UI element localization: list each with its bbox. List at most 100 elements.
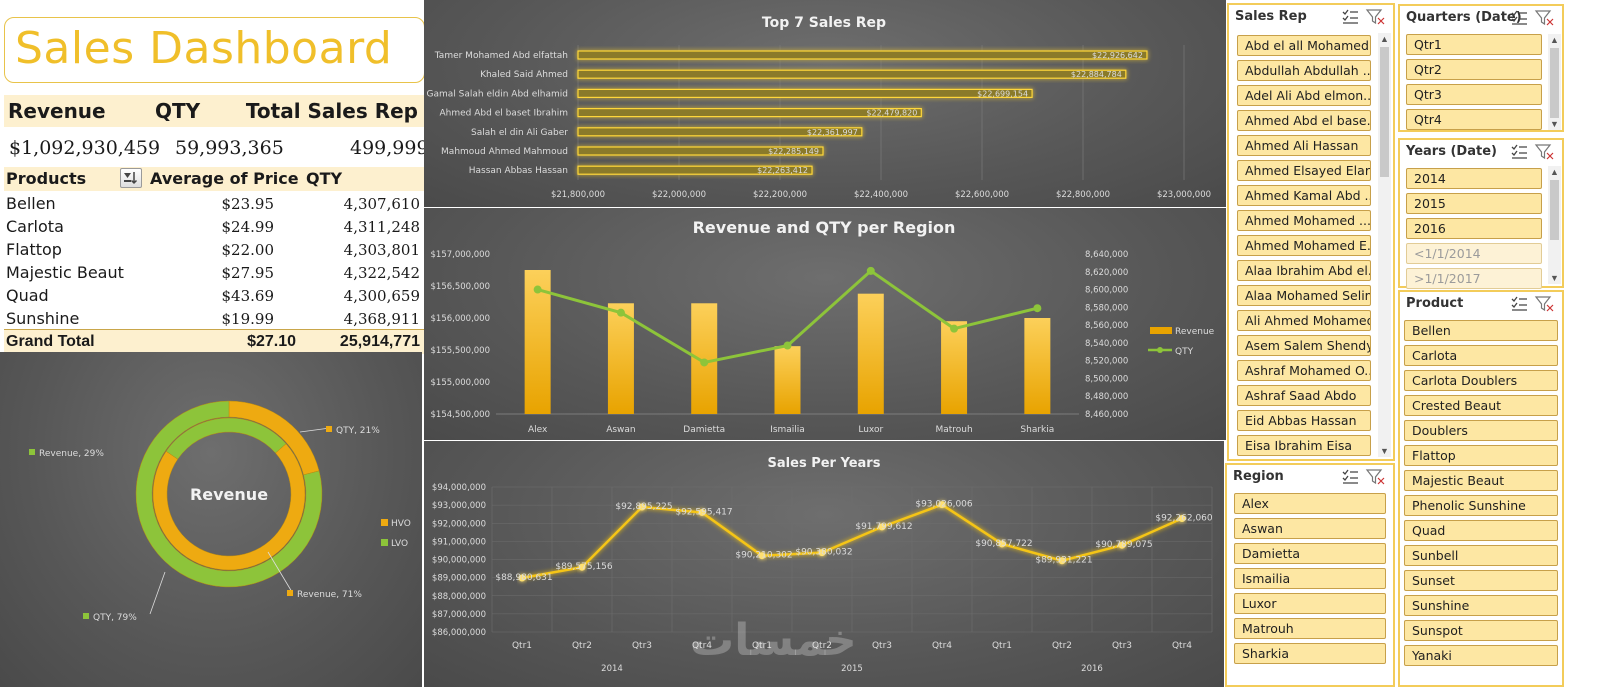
slicer-item[interactable]: 2015: [1406, 193, 1542, 214]
scroll-down-icon[interactable]: ▼: [1550, 119, 1559, 129]
x-category-label: Ismailia: [770, 425, 805, 435]
scroll-up-icon[interactable]: ▲: [1550, 35, 1559, 45]
slicer-item[interactable]: Asem Salem Shendy: [1237, 335, 1371, 356]
qty-point: [783, 341, 792, 350]
bar: [577, 88, 1033, 99]
slicer-item[interactable]: Crested Beaut: [1404, 395, 1558, 416]
sales-point: [938, 501, 946, 509]
product-name: Bellen: [6, 194, 56, 213]
slicer-item[interactable]: Ahmed Elsayed Elar...: [1237, 160, 1371, 181]
y-right-tick-label: 8,520,000: [1085, 357, 1128, 367]
multi-select-icon[interactable]: [1511, 296, 1527, 311]
slicer-item[interactable]: Matrouh: [1234, 618, 1386, 639]
slicer-item[interactable]: Alaa Mohamed Selim: [1237, 285, 1371, 306]
product-qty: 4,300,659: [343, 287, 420, 305]
slicer-item[interactable]: Sharkia: [1234, 643, 1386, 664]
slicer-item[interactable]: Carlota: [1404, 345, 1558, 366]
multi-select-icon[interactable]: [1511, 144, 1527, 159]
scroll-up-icon[interactable]: ▲: [1380, 34, 1389, 44]
clear-filter-icon[interactable]: [1365, 9, 1385, 25]
x-category-label: Qtr3: [1112, 641, 1132, 651]
slicer-item[interactable]: Adel Ali Abd elmon...: [1237, 85, 1371, 106]
multi-select-icon[interactable]: [1342, 9, 1358, 24]
scroll-up-icon[interactable]: ▲: [1550, 167, 1559, 177]
slicer-item[interactable]: Carlota Doublers: [1404, 370, 1558, 391]
slicer-item[interactable]: Ahmed Kamal Abd ...: [1237, 185, 1371, 206]
data-label: $93,026,006: [915, 500, 973, 510]
slicer-item[interactable]: Sunspot: [1404, 620, 1558, 641]
slicer-item[interactable]: Sunset: [1404, 570, 1558, 591]
slicer-item[interactable]: Abdullah Abdullah ...: [1237, 60, 1371, 81]
bar: [577, 165, 813, 175]
col-qty: QTY: [306, 169, 343, 188]
slicer-item[interactable]: Quad: [1404, 520, 1558, 541]
slicer-item[interactable]: Sunshine: [1404, 595, 1558, 616]
multi-select-icon[interactable]: [1511, 10, 1527, 25]
slicer-item[interactable]: Qtr4: [1406, 109, 1542, 130]
slicer-item[interactable]: Eid Abbas Hassan: [1237, 410, 1371, 431]
clear-filter-icon[interactable]: [1534, 296, 1554, 312]
clear-filter-icon[interactable]: [1534, 10, 1554, 26]
slice-label: QTY, 79%: [93, 613, 137, 623]
sales-per-years-chart: Sales Per Years $86,000,000 $87,000,000 $88…: [432, 456, 1213, 674]
product-avg-price: $19.99: [221, 310, 275, 328]
kpi-reps-value: 499,999: [350, 137, 429, 159]
slicer-scrollbar[interactable]: ▲ ▼: [1548, 166, 1561, 284]
slicer-item[interactable]: Ismailia: [1234, 568, 1386, 589]
x-tick-label: $22,000,000: [652, 190, 706, 200]
product-row: Quad $43.69 4,300,659: [4, 284, 424, 307]
slicer-item[interactable]: Sunbell: [1404, 545, 1558, 566]
slicer-item[interactable]: Flattop: [1404, 445, 1558, 466]
slicer-item[interactable]: Ashraf Mohamed O...: [1237, 360, 1371, 381]
legend-qty-marker: [1157, 347, 1163, 353]
revenue-bar: [857, 293, 884, 414]
qty-point: [866, 266, 875, 275]
slicer-scrollbar[interactable]: ▲ ▼: [1548, 34, 1561, 130]
slicer-item[interactable]: Yanaki: [1404, 645, 1558, 666]
product-name: Quad: [6, 286, 49, 305]
clear-filter-icon[interactable]: [1365, 469, 1385, 485]
slicer-item[interactable]: Aswan: [1234, 518, 1386, 539]
slicer-item-empty[interactable]: >1/1/2017: [1406, 268, 1542, 289]
slicer-item[interactable]: Qtr1: [1406, 34, 1542, 55]
y-left-tick-label: $154,500,000: [431, 410, 490, 420]
region-chart-panel: Revenue and QTY per Region $154,500,000 $1…: [424, 208, 1226, 440]
slicer-item[interactable]: Ahmed Abd el base...: [1237, 110, 1371, 131]
slicer-item[interactable]: Phenolic Sunshine: [1404, 495, 1558, 516]
multi-select-icon[interactable]: [1342, 469, 1358, 484]
slicer-item[interactable]: Bellen: [1404, 320, 1558, 341]
slicer-item[interactable]: Alex: [1234, 493, 1386, 514]
scroll-thumb[interactable]: [1380, 47, 1389, 177]
slicer-scrollbar[interactable]: ▲ ▼: [1378, 33, 1391, 457]
slicer-item[interactable]: Ahmed Mohamed E...: [1237, 235, 1371, 256]
sort-filter-icon[interactable]: [120, 168, 142, 188]
slicer-item[interactable]: Ahmed Mohamed ...: [1237, 210, 1371, 231]
scroll-down-icon[interactable]: ▼: [1550, 273, 1559, 283]
data-label: $88,980,631: [495, 573, 552, 583]
scroll-down-icon[interactable]: ▼: [1380, 446, 1389, 456]
slicer-item[interactable]: Ahmed Ali Hassan: [1237, 135, 1371, 156]
slicer-item[interactable]: 2014: [1406, 168, 1542, 189]
slicer-item[interactable]: Ali Ahmed Mohamed: [1237, 310, 1371, 331]
data-label: $92,895,225: [615, 502, 672, 512]
slicer-item[interactable]: Qtr2: [1406, 59, 1542, 80]
sales-point: [878, 523, 886, 531]
slicer-item[interactable]: Damietta: [1234, 543, 1386, 564]
slicer-item[interactable]: Luxor: [1234, 593, 1386, 614]
slicer-item[interactable]: Eisa Ibrahim Eisa: [1237, 435, 1371, 456]
product-name: Sunshine: [6, 309, 80, 328]
scroll-thumb[interactable]: [1550, 48, 1559, 118]
scroll-thumb[interactable]: [1550, 180, 1559, 240]
slicer-item[interactable]: 2016: [1406, 218, 1542, 239]
x-category-label: Aswan: [606, 425, 635, 435]
slicer-item-empty[interactable]: <1/1/2014: [1406, 243, 1542, 264]
y-left-tick-label: $156,500,000: [431, 282, 490, 292]
slicer-item[interactable]: Alaa Ibrahim Abd el...: [1237, 260, 1371, 281]
slicer-item[interactable]: Qtr3: [1406, 84, 1542, 105]
slicer-item[interactable]: Majestic Beaut: [1404, 470, 1558, 491]
clear-filter-icon[interactable]: [1534, 144, 1554, 160]
slicer-item[interactable]: Abd el all Mohamed...: [1237, 35, 1371, 56]
quarters-slicer: Quarters (Date) Qtr1 Qtr2 Qtr3 Qtr4 ▲ ▼: [1398, 4, 1564, 132]
slicer-item[interactable]: Ashraf Saad Abdo: [1237, 385, 1371, 406]
slicer-item[interactable]: Doublers: [1404, 420, 1558, 441]
